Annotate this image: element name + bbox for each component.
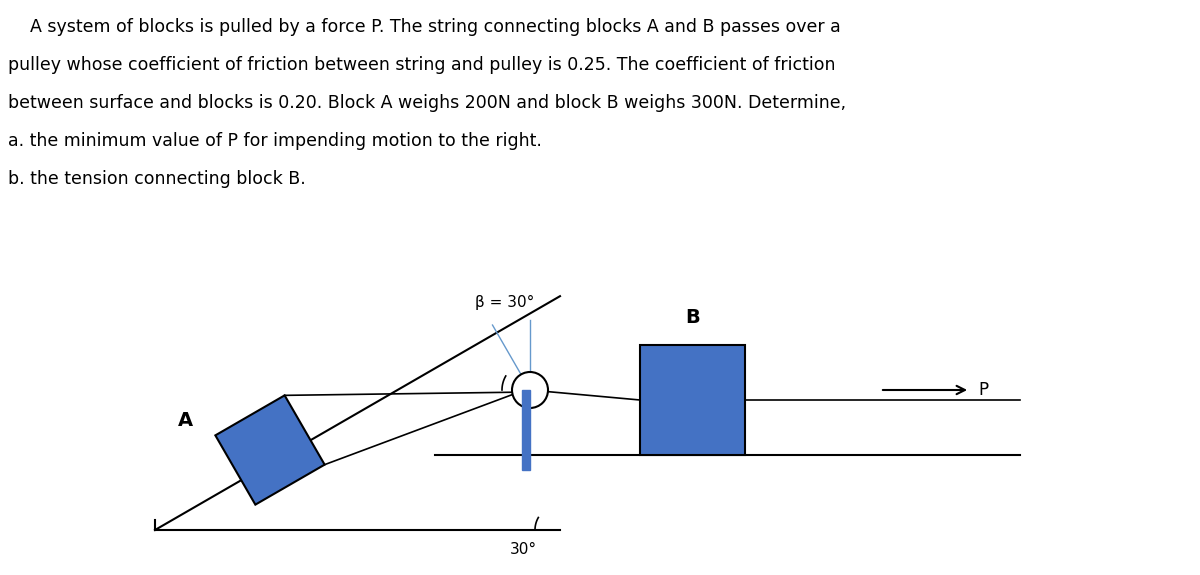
Text: β = 30°: β = 30° <box>475 295 534 310</box>
Bar <box>522 390 530 470</box>
Bar <box>640 345 745 455</box>
Text: a. the minimum value of P for impending motion to the right.: a. the minimum value of P for impending … <box>8 132 542 150</box>
Text: B: B <box>685 308 700 327</box>
Text: A: A <box>178 411 192 430</box>
Text: b. the tension connecting block B.: b. the tension connecting block B. <box>8 170 306 188</box>
Circle shape <box>512 372 548 408</box>
Polygon shape <box>215 396 325 505</box>
Text: 30°: 30° <box>510 542 538 557</box>
Text: P: P <box>978 381 988 399</box>
Text: pulley whose coefficient of friction between string and pulley is 0.25. The coef: pulley whose coefficient of friction bet… <box>8 56 835 74</box>
Text: between surface and blocks is 0.20. Block A weighs 200N and block B weighs 300N.: between surface and blocks is 0.20. Bloc… <box>8 94 846 112</box>
Text: A system of blocks is pulled by a force P. The string connecting blocks A and B : A system of blocks is pulled by a force … <box>8 18 841 36</box>
